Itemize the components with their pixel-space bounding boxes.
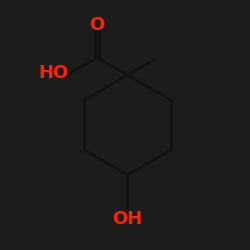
Text: OH: OH <box>112 210 142 228</box>
Text: HO: HO <box>38 64 68 82</box>
Text: O: O <box>90 16 105 34</box>
